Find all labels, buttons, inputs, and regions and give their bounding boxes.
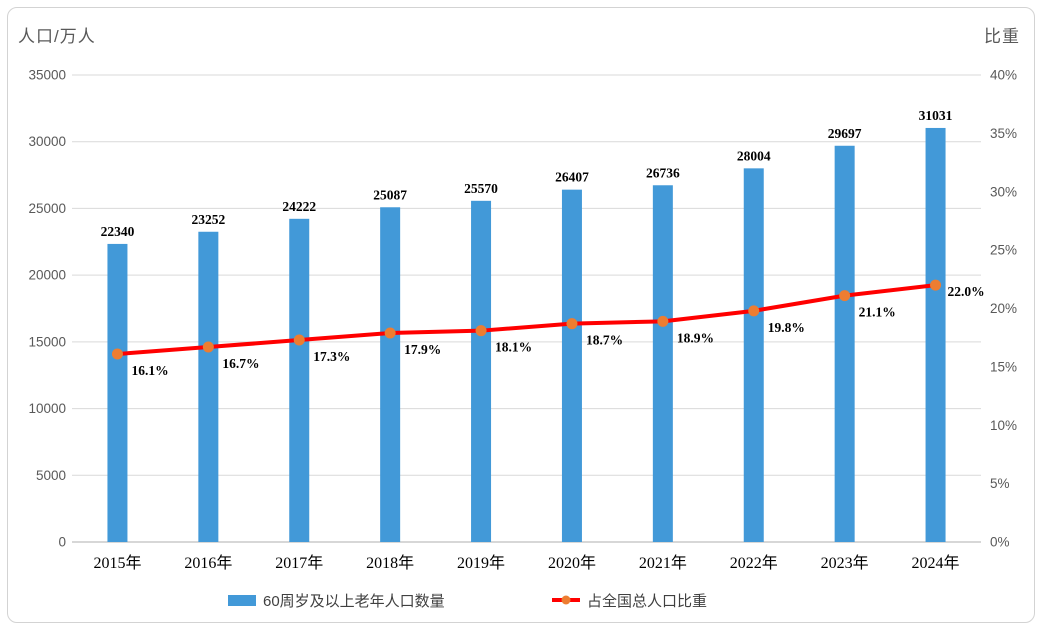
line-pct-label: 21.1% (859, 305, 896, 320)
trend-marker (566, 318, 578, 330)
legend-label-line-series: 占全国总人口比重 (587, 592, 708, 610)
right-axis-tick-label: 40% (990, 68, 1017, 83)
bar (743, 168, 764, 543)
trend-line (115, 283, 938, 357)
legend-item-bar-series: 60周岁及以上老年人口数量 (228, 592, 445, 610)
trend-marker (657, 315, 669, 327)
bar-series-swatch-icon (228, 594, 256, 606)
x-axis-category-label: 2015年 (93, 554, 141, 572)
x-axis-category-label: 2022年 (730, 554, 778, 572)
left-axis-tick-label: 10000 (28, 401, 66, 416)
bar-value-label: 29697 (828, 126, 862, 141)
bar-value-label: 24222 (282, 199, 316, 214)
line-series-swatch-icon (552, 595, 580, 605)
trend-marker (748, 305, 760, 317)
line-pct-label: 18.7% (586, 333, 623, 348)
line-pct-label: 18.9% (677, 330, 714, 345)
left-axis-tick-label: 15000 (28, 334, 66, 349)
trend-marker (475, 325, 487, 337)
bar (198, 231, 219, 542)
left-axis-tick-label: 5000 (36, 468, 66, 483)
bar-value-label: 25087 (373, 187, 407, 202)
line-pct-label: 17.9% (404, 342, 441, 357)
bar-value-label: 25570 (464, 181, 498, 196)
right-axis-tick-label: 30% (990, 184, 1017, 199)
left-axis-tick-label: 0 (58, 535, 66, 550)
trend-marker (384, 327, 396, 339)
left-axis-tick-label: 20000 (28, 268, 66, 283)
line-pct-label: 19.8% (768, 320, 805, 335)
x-axis-category-label: 2019年 (457, 554, 505, 572)
bar-value-label: 22340 (101, 224, 135, 239)
right-axis-tick-label: 15% (990, 359, 1017, 374)
x-axis-category-label: 2024年 (912, 554, 960, 572)
line-marker-dot-icon (561, 595, 571, 605)
right-axis-title: 比重 (984, 27, 1020, 46)
bar (380, 207, 401, 542)
legend-label-bar-series: 60周岁及以上老年人口数量 (263, 592, 445, 610)
trend-marker (202, 341, 214, 353)
right-axis-tick-label: 5% (990, 476, 1010, 491)
right-axis-tick-label: 20% (990, 301, 1017, 316)
trend-marker (930, 279, 942, 291)
x-axis-category-label: 2016年 (184, 554, 232, 572)
line-pct-label: 17.3% (313, 349, 350, 364)
line-pct-label: 22.0% (948, 284, 985, 299)
left-axis-tick-label: 30000 (28, 134, 66, 149)
bar-value-label: 23252 (191, 212, 225, 227)
bar-value-label: 26407 (555, 170, 589, 185)
bar (289, 218, 310, 542)
bar (561, 189, 582, 543)
x-axis-category-label: 2021年 (639, 554, 687, 572)
legend-item-line-series: 占全国总人口比重 (552, 592, 708, 610)
x-axis-category-label: 2023年 (821, 554, 869, 572)
bar-value-label: 26736 (646, 165, 680, 180)
right-axis-tick-label: 25% (990, 243, 1017, 258)
left-axis-tick-label: 35000 (28, 68, 66, 83)
line-pct-label: 18.1% (495, 340, 532, 355)
x-axis-category-label: 2018年 (366, 554, 414, 572)
right-axis-tick-label: 0% (990, 535, 1010, 550)
bar (834, 145, 855, 542)
bar (652, 185, 673, 542)
left-axis-tick-label: 25000 (28, 201, 66, 216)
x-axis-category-label: 2020年 (548, 554, 596, 572)
bar-value-label: 31031 (919, 108, 953, 123)
bar (471, 200, 492, 543)
bar (925, 127, 946, 543)
bar (107, 243, 128, 542)
trend-marker (839, 290, 851, 302)
trend-marker (293, 334, 305, 346)
x-axis-category-label: 2017年 (275, 554, 323, 572)
trend-marker (111, 348, 123, 360)
bar-value-label: 28004 (737, 148, 771, 163)
line-pct-label: 16.1% (131, 363, 168, 378)
right-axis-tick-label: 35% (990, 126, 1017, 141)
right-axis-tick-label: 10% (990, 418, 1017, 433)
left-axis-title: 人口/万人 (18, 27, 96, 46)
line-pct-label: 16.7% (222, 356, 259, 371)
